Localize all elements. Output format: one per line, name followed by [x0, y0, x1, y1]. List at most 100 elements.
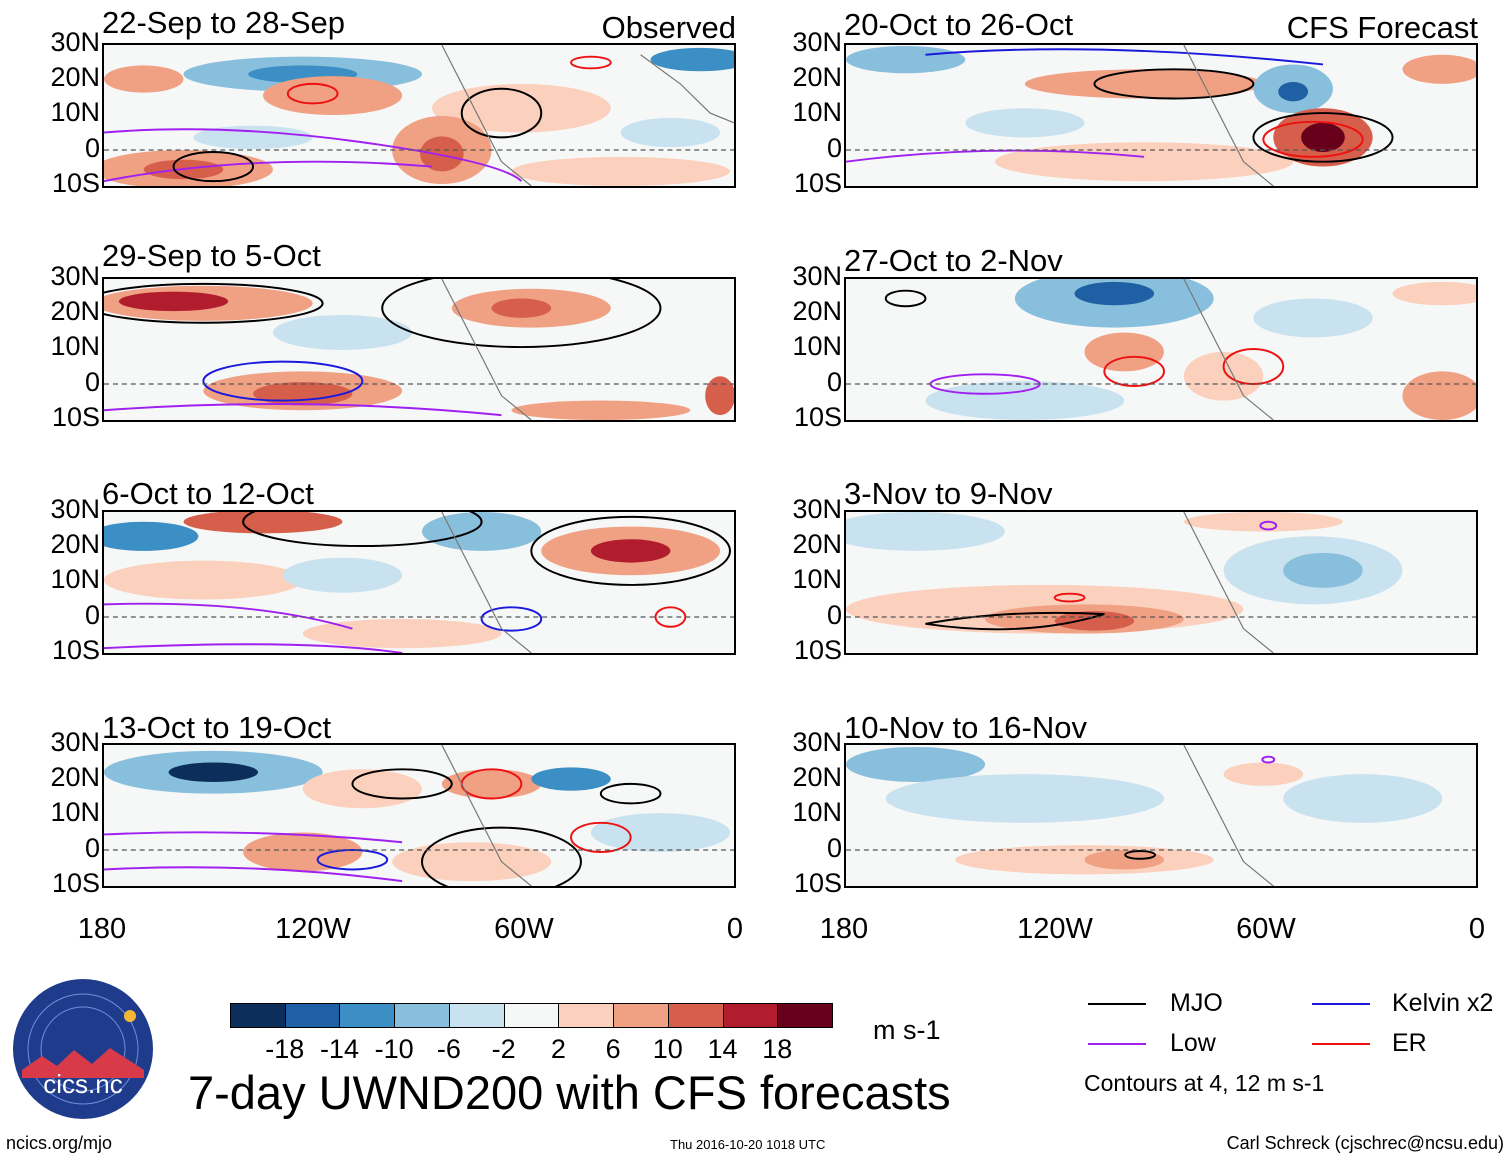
colorbar-unit: m s-1: [873, 1015, 941, 1045]
lat-label: 10N: [50, 331, 100, 361]
lat-label: 0: [826, 133, 842, 163]
lat-label: 10N: [792, 564, 842, 594]
footer-credit: Carl Schreck (cjschrec@ncsu.edu): [1226, 1133, 1504, 1153]
map-panel-6: [844, 510, 1478, 655]
lat-label: 10N: [50, 564, 100, 594]
lon-label: 180: [77, 913, 127, 945]
map-panel-1: [102, 43, 736, 188]
lat-label: 10S: [51, 868, 100, 898]
map-panel-2: [844, 43, 1478, 188]
lat-label: 20N: [50, 762, 100, 792]
panel-title: 10-Nov to 16-Nov: [844, 710, 1087, 745]
lat-label: 20N: [50, 62, 100, 92]
map-panel-3: [102, 277, 736, 422]
colorbar-swatch: [394, 1003, 450, 1028]
map-panel-7: [102, 743, 736, 888]
lat-label: 0: [84, 600, 100, 630]
colorbar-tick-label: -14: [319, 1034, 359, 1064]
lat-label: 20N: [792, 762, 842, 792]
map-panel-5: [102, 510, 736, 655]
footer-url: ncics.org/mjo: [6, 1133, 113, 1153]
legend-label-low: Low: [1170, 1029, 1216, 1057]
colorbar-tick-label: -2: [491, 1034, 516, 1064]
colorbar-tick-label: 2: [550, 1034, 566, 1064]
panel-tag-observed: Observed: [601, 10, 736, 45]
lat-label: 10S: [793, 635, 842, 665]
lon-label: 60W: [494, 913, 554, 945]
colorbar-swatch: [503, 1003, 560, 1028]
colorbar-tick-label: -10: [374, 1034, 414, 1064]
colorbar-swatch: [230, 1003, 286, 1028]
lat-label: 30N: [792, 261, 842, 291]
colorbar-tick-label: -18: [265, 1034, 305, 1064]
map-panel-4: [844, 277, 1478, 422]
lat-label: 20N: [50, 529, 100, 559]
lat-label: 20N: [50, 296, 100, 326]
legend-swatch-mjo: [1088, 1003, 1146, 1005]
panel-title: 27-Oct to 2-Nov: [844, 243, 1063, 278]
legend-swatch-low: [1088, 1043, 1146, 1045]
lat-label: 10N: [50, 97, 100, 127]
lat-label: 10N: [50, 797, 100, 827]
lon-label: 180: [819, 913, 869, 945]
lat-label: 30N: [50, 494, 100, 524]
lat-label: 0: [826, 367, 842, 397]
lat-label: 10S: [793, 868, 842, 898]
main-title: 7-day UWND200 with CFS forecasts: [188, 1066, 951, 1119]
lat-label: 10S: [793, 402, 842, 432]
colorbar-swatch: [667, 1003, 724, 1028]
colorbar-swatch: [284, 1003, 341, 1028]
colorbar-swatch: [613, 1003, 669, 1028]
colorbar-swatch: [339, 1003, 396, 1028]
lon-label: 60W: [1236, 913, 1296, 945]
colorbar-tick-label: 6: [605, 1034, 621, 1064]
panel-tag-cfs: CFS Forecast: [1286, 10, 1478, 45]
lon-label: 0: [726, 913, 744, 945]
lat-label: 10N: [792, 797, 842, 827]
lat-label: 30N: [792, 727, 842, 757]
panel-title: 3-Nov to 9-Nov: [844, 476, 1053, 511]
colorbar-swatch: [558, 1003, 615, 1028]
lat-label: 20N: [792, 296, 842, 326]
lat-label: 0: [826, 600, 842, 630]
lat-label: 10S: [793, 168, 842, 198]
legend-label-er: ER: [1392, 1029, 1427, 1057]
lat-label: 10S: [51, 635, 100, 665]
lat-label: 0: [826, 833, 842, 863]
panel-title: 6-Oct to 12-Oct: [102, 476, 314, 511]
lat-label: 30N: [50, 27, 100, 57]
colorbar-swatch: [722, 1003, 779, 1028]
lat-label: 10S: [51, 168, 100, 198]
panel-title: 22-Sep to 28-Sep: [102, 5, 346, 40]
map-panel-8: [844, 743, 1478, 888]
legend-label-kelvin: Kelvin x2: [1392, 989, 1494, 1017]
lat-label: 30N: [50, 727, 100, 757]
colorbar-swatch: [448, 1003, 505, 1028]
lat-label: 0: [84, 833, 100, 863]
lat-label: 10N: [792, 331, 842, 361]
lon-label: 0: [1468, 913, 1486, 945]
lon-label: 120W: [275, 913, 351, 945]
lon-label: 120W: [1017, 913, 1093, 945]
colorbar-tick-label: 10: [652, 1034, 683, 1064]
colorbar-tick-label: 18: [762, 1034, 793, 1064]
lat-label: 10S: [51, 402, 100, 432]
panel-title: 13-Oct to 19-Oct: [102, 710, 332, 745]
lat-label: 30N: [792, 494, 842, 524]
panel-title: 29-Sep to 5-Oct: [102, 238, 321, 273]
cics-logo: cics.nc: [12, 978, 154, 1120]
lat-label: 10N: [792, 97, 842, 127]
legend-swatch-er: [1312, 1043, 1370, 1045]
lat-label: 0: [84, 367, 100, 397]
lat-label: 30N: [50, 261, 100, 291]
legend-label-mjo: MJO: [1170, 989, 1223, 1017]
lat-label: 20N: [792, 529, 842, 559]
lat-label: 0: [84, 133, 100, 163]
colorbar-tick-label: 14: [707, 1034, 738, 1064]
colorbar-swatch: [777, 1003, 833, 1028]
colorbar-tick-label: -6: [436, 1034, 461, 1064]
panel-title: 20-Oct to 26-Oct: [844, 7, 1074, 42]
logo-text: cics.nc: [43, 1069, 122, 1099]
footer-timestamp: Thu 2016-10-20 1018 UTC: [670, 1137, 826, 1152]
lat-label: 20N: [792, 62, 842, 92]
